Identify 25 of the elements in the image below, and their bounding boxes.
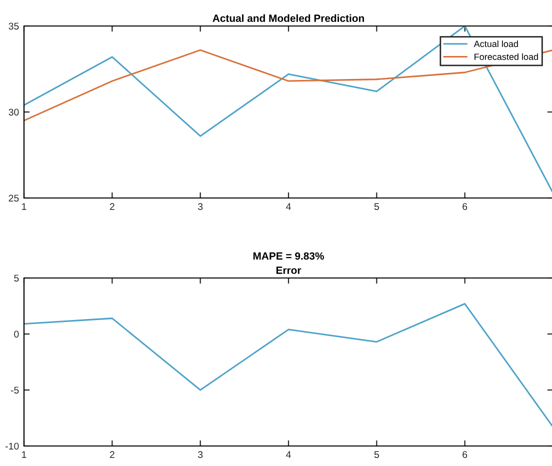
y-tick-label: 5 (14, 274, 19, 282)
y-tick-label: 25 (8, 194, 19, 202)
legend-label: Forecasted load (474, 53, 538, 60)
x-tick-label: 6 (462, 451, 468, 458)
y-tick-label: 30 (8, 108, 19, 116)
x-tick-label: 5 (374, 451, 379, 458)
y-tick-label: 0 (14, 330, 19, 338)
chart-title: Actual and Modeled Prediction (212, 14, 364, 22)
x-tick-label: 3 (198, 203, 203, 210)
line-series (24, 302, 552, 428)
x-tick-label: 1 (22, 203, 26, 210)
x-tick-label: 2 (110, 451, 114, 458)
x-tick-label: 2 (110, 203, 114, 210)
x-tick-label: 6 (462, 203, 468, 210)
chart-title: MAPE = 9.83% Error (253, 252, 324, 274)
x-tick-label: 5 (374, 203, 379, 210)
x-tick-label: 1 (22, 451, 26, 458)
y-tick-label: 35 (8, 22, 19, 30)
legend-label: Actual load (474, 40, 518, 48)
x-tick-label: 4 (286, 203, 291, 210)
x-tick-label: 4 (286, 451, 291, 458)
x-tick-label: 3 (198, 451, 203, 458)
y-tick-label: -10 (6, 442, 19, 450)
line-series (24, 49, 552, 122)
y-tick-label: -5 (10, 386, 19, 394)
